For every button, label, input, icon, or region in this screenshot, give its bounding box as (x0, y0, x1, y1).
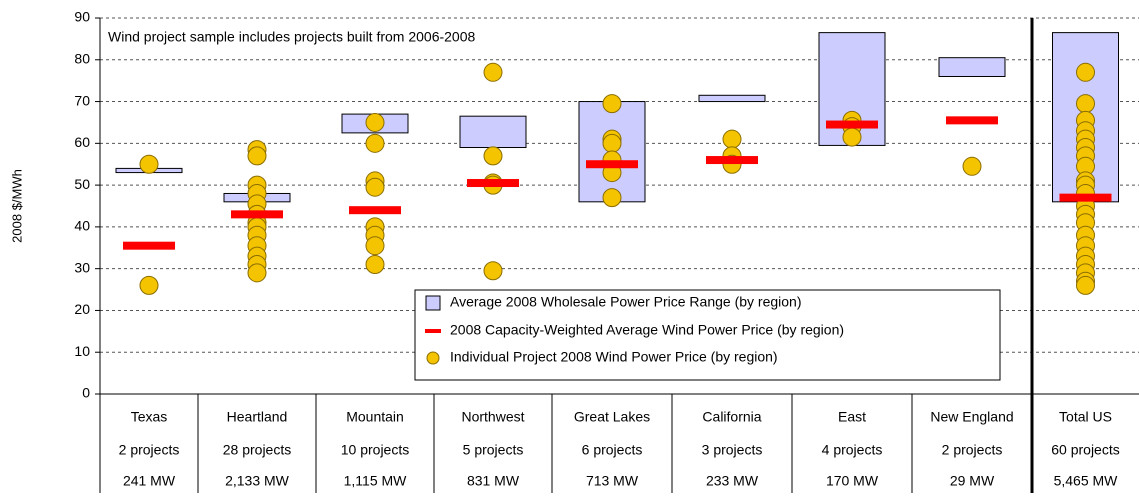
project-point (962, 156, 982, 176)
y-tick-label: 20 (74, 301, 90, 317)
y-tick-label: 70 (74, 92, 90, 108)
legend-label: 2008 Capacity-Weighted Average Wind Powe… (450, 322, 844, 338)
project-count: 28 projects (223, 442, 291, 458)
project-point (483, 62, 503, 82)
y-tick-label: 40 (74, 218, 90, 234)
project-point (365, 112, 385, 132)
legend-swatch (426, 351, 440, 365)
project-point (365, 236, 385, 256)
legend-swatch (425, 329, 441, 333)
project-count: 5 projects (463, 442, 524, 458)
category-label: Mountain (346, 409, 404, 425)
project-point (483, 146, 503, 166)
price-range-bar (459, 115, 527, 149)
project-point (602, 133, 622, 153)
project-point (247, 263, 267, 283)
weighted-average (349, 206, 401, 215)
y-tick-label: 0 (82, 385, 90, 401)
project-count: 2 projects (942, 442, 1003, 458)
category-label: Northwest (461, 409, 524, 425)
project-count: 3 projects (702, 442, 763, 458)
project-point (1076, 62, 1095, 82)
y-tick-label: 60 (74, 134, 90, 150)
y-tick-label: 10 (74, 343, 90, 359)
category-label: Heartland (227, 409, 288, 425)
project-count: 60 projects (1051, 442, 1119, 458)
legend-box (414, 289, 1001, 381)
capacity: 170 MW (826, 473, 879, 489)
project-point (139, 275, 159, 295)
project-point (602, 94, 622, 114)
project-point (1076, 94, 1095, 114)
project-point (365, 254, 385, 274)
project-count: 2 projects (119, 442, 180, 458)
y-tick-label: 90 (74, 9, 90, 25)
category-label: Total US (1059, 409, 1112, 425)
capacity: 233 MW (706, 473, 759, 489)
y-tick-label: 50 (74, 176, 90, 192)
project-point (365, 177, 385, 197)
category-label: Texas (131, 409, 168, 425)
project-point (722, 129, 742, 149)
category-label: East (838, 409, 866, 425)
capacity: 241 MW (123, 473, 176, 489)
capacity: 1,115 MW (344, 473, 408, 489)
project-point (1076, 275, 1095, 295)
project-point (842, 127, 862, 147)
weighted-average (231, 210, 283, 219)
legend-swatch (425, 295, 441, 311)
weighted-average (826, 120, 878, 129)
capacity: 5,465 MW (1054, 473, 1119, 489)
weighted-average (706, 156, 758, 165)
capacity: 2,133 MW (225, 473, 290, 489)
weighted-average (1059, 193, 1112, 202)
project-point (139, 154, 159, 174)
annotation: Wind project sample includes projects bu… (108, 29, 476, 45)
y-axis-label: 2008 $/MWh (9, 169, 24, 243)
weighted-average (586, 160, 638, 169)
price-range-bar (938, 57, 1006, 77)
project-point (365, 133, 385, 153)
project-point (483, 261, 503, 281)
project-count: 6 projects (582, 442, 643, 458)
category-label: New England (930, 409, 1013, 425)
capacity: 831 MW (467, 473, 520, 489)
project-point (602, 188, 622, 208)
y-tick-label: 30 (74, 259, 90, 275)
weighted-average (946, 116, 998, 125)
legend-label: Individual Project 2008 Wind Power Price… (450, 349, 778, 365)
y-tick-label: 80 (74, 50, 90, 66)
category-label: Great Lakes (574, 409, 650, 425)
price-range-bar (698, 94, 766, 103)
legend-label: Average 2008 Wholesale Power Price Range… (450, 294, 802, 310)
capacity: 29 MW (950, 473, 995, 489)
capacity: 713 MW (586, 473, 639, 489)
project-point (247, 146, 267, 166)
weighted-average (467, 179, 519, 188)
weighted-average (123, 241, 175, 250)
project-count: 10 projects (341, 442, 409, 458)
project-count: 4 projects (822, 442, 883, 458)
category-label: California (702, 409, 761, 425)
